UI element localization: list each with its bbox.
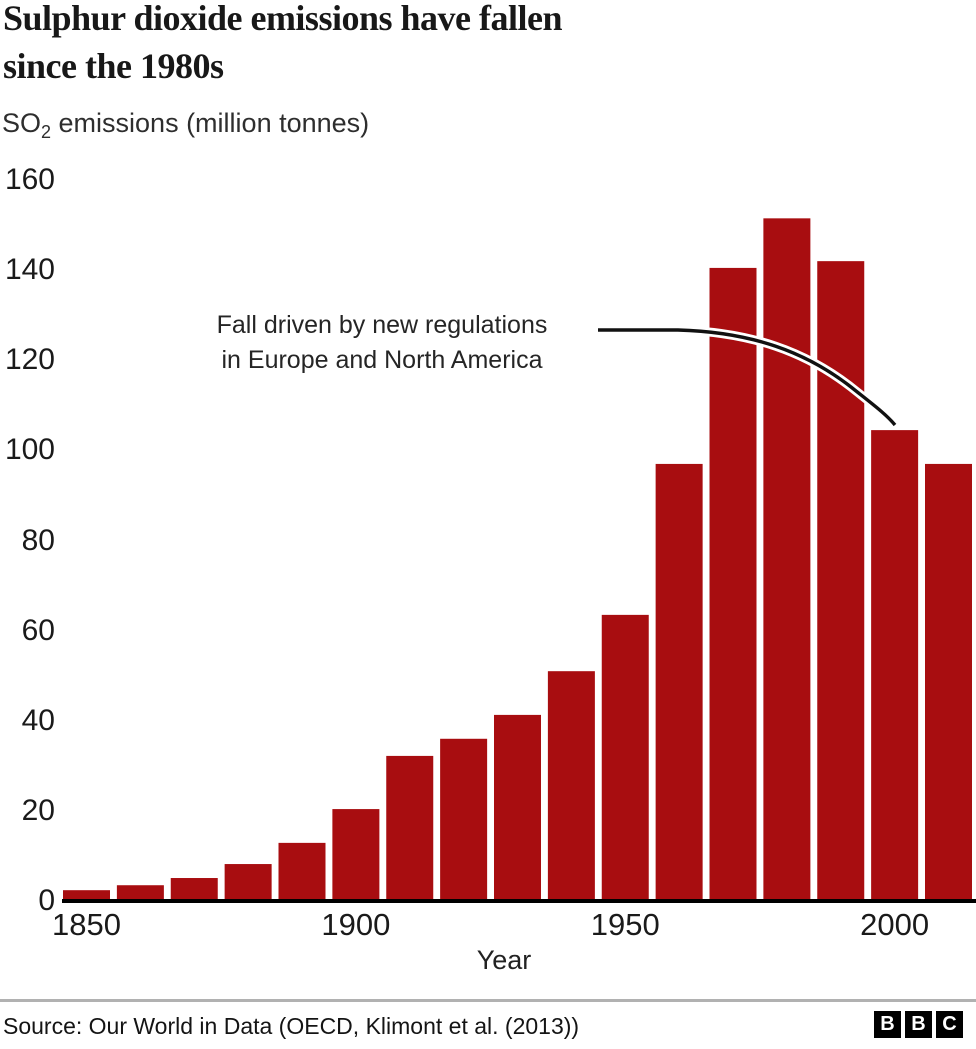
- title-line-1: Sulphur dioxide emissions have fallen: [3, 0, 562, 38]
- bbc-logo-box-1: B: [874, 1011, 901, 1038]
- bar-1890: [278, 842, 326, 901]
- bar-1950: [601, 614, 649, 901]
- y-tick-60: 60: [21, 613, 55, 647]
- source-text: Source: Our World in Data (OECD, Klimont…: [3, 1013, 580, 1039]
- y-tick-100: 100: [4, 433, 55, 467]
- chart-subtitle: SO2 emissions (million tonnes): [2, 106, 369, 149]
- x-axis-title: Year: [476, 945, 532, 975]
- x-tick-1900: 1900: [321, 907, 391, 942]
- bar-1960: [655, 463, 703, 901]
- subtitle-suffix: emissions (million tonnes): [51, 108, 370, 138]
- annotation-leader-line: [598, 328, 897, 427]
- y-tick-80: 80: [21, 523, 55, 557]
- y-tick-160: 160: [4, 163, 55, 197]
- bbc-logo-box-3: C: [936, 1011, 963, 1038]
- y-tick-140: 140: [4, 253, 55, 287]
- x-tick-2000: 2000: [860, 907, 930, 942]
- y-tick-40: 40: [21, 703, 55, 737]
- bar-1910: [386, 755, 434, 901]
- bar-1970: [709, 267, 757, 901]
- bar-1850: [63, 890, 110, 901]
- bar-2000: [871, 430, 919, 901]
- x-tick-1950: 1950: [590, 907, 660, 942]
- subtitle-subscript: 2: [41, 122, 52, 142]
- bar-1900: [332, 809, 380, 901]
- annotation-line-1: Fall driven by new regulations: [216, 311, 548, 339]
- annotation-line-2: in Europe and North America: [221, 346, 543, 374]
- title-line-2: since the 1980s: [3, 46, 224, 86]
- footer-divider: [0, 999, 976, 1002]
- bars-group: [63, 218, 972, 902]
- x-tick-1850: 1850: [52, 907, 121, 942]
- annotation-text: Fall driven by new regulations in Europe…: [168, 308, 596, 378]
- subtitle-prefix: SO: [2, 108, 42, 138]
- y-tick-120: 120: [4, 343, 55, 377]
- y-tick-20: 20: [21, 793, 55, 827]
- bar-1990: [817, 261, 865, 901]
- bar-1940: [547, 671, 595, 901]
- bar-1930: [494, 714, 541, 901]
- page-title: Sulphur dioxide emissions have fallen si…: [3, 0, 562, 90]
- bbc-logo-box-2: B: [905, 1011, 932, 1038]
- bar-1870: [170, 878, 218, 901]
- bar-2010: [925, 463, 972, 901]
- bar-1980: [763, 218, 811, 902]
- y-tick-0: 0: [38, 884, 55, 917]
- bar-1860: [116, 885, 164, 901]
- bar-1920: [440, 738, 488, 901]
- bar-1880: [224, 864, 272, 901]
